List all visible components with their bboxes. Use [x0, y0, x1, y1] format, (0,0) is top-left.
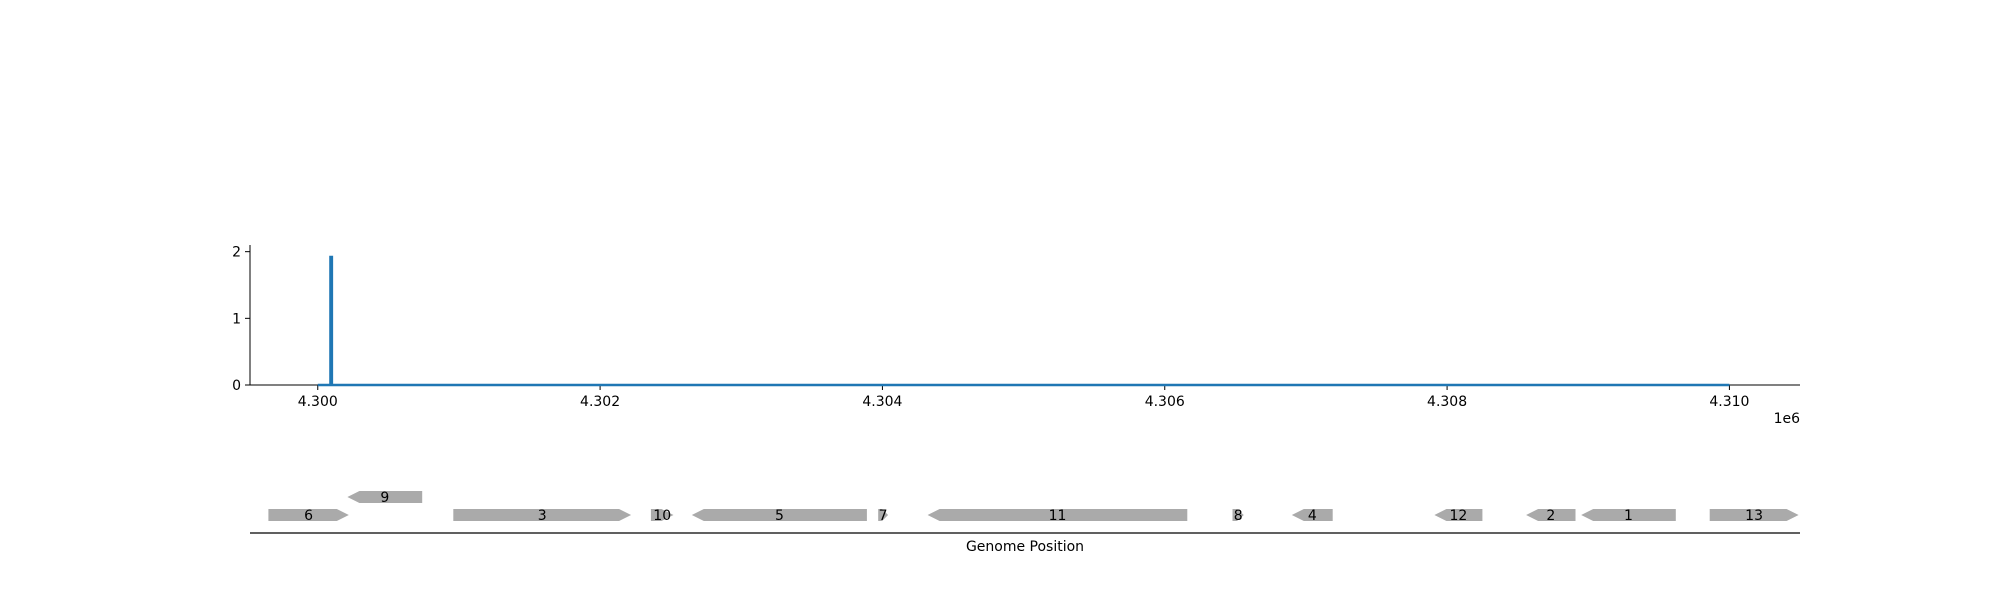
x-tick-label: 4.302: [580, 394, 620, 410]
gene-label: 4: [1308, 508, 1317, 524]
y-tick-label: 1: [232, 311, 241, 327]
gene-label: 1: [1624, 508, 1633, 524]
gene-arrow: [1709, 509, 1799, 521]
gene-arrow: [1434, 509, 1483, 521]
y-tick-label: 2: [232, 245, 241, 261]
x-tick-label: 4.306: [1145, 394, 1185, 410]
gene-arrow: [1232, 509, 1244, 521]
gene-label: 6: [304, 508, 313, 524]
gene-label: 13: [1745, 508, 1763, 524]
x-tick-label: 4.310: [1709, 394, 1749, 410]
gene-label: 5: [775, 508, 784, 524]
gene-label: 12: [1449, 508, 1467, 524]
gene-arrow: [650, 509, 674, 521]
x-tick-label: 4.304: [862, 394, 902, 410]
gene-arrow: [1291, 509, 1333, 521]
gene-label: 9: [380, 490, 389, 506]
gene-label: 2: [1546, 508, 1555, 524]
x-offset-label: 1e6: [1774, 411, 1801, 427]
x-tick-label: 4.308: [1427, 394, 1467, 410]
gene-track-xlabel: Genome Position: [966, 539, 1084, 555]
coverage-plot: 0 1 2 4.300 4.302 4.304 4.306 4.308 4.310 1e6: [232, 245, 1800, 427]
gene-label: 3: [538, 508, 547, 524]
gene-label: 7: [879, 508, 888, 524]
gene-arrow: [927, 509, 1188, 521]
coverage-series-line: [317, 255, 1730, 387]
gene-label: 10: [653, 508, 671, 524]
gene-arrow: [1526, 509, 1576, 521]
gene-arrow: [453, 509, 632, 521]
gene-label: 11: [1049, 508, 1067, 524]
gene-arrow: [878, 509, 889, 521]
gene-arrow: [1581, 509, 1676, 521]
gene-arrow: [268, 509, 349, 521]
gene-arrow: [691, 509, 867, 521]
gene-arrow: [347, 491, 423, 503]
gene-track: Genome Position 6 9 3 10 5 7 11 8 4 12 2 1 13: [250, 490, 1800, 555]
gene-label: 8: [1234, 508, 1243, 524]
y-tick-label: 0: [232, 378, 241, 394]
x-tick-label: 4.300: [298, 394, 338, 410]
